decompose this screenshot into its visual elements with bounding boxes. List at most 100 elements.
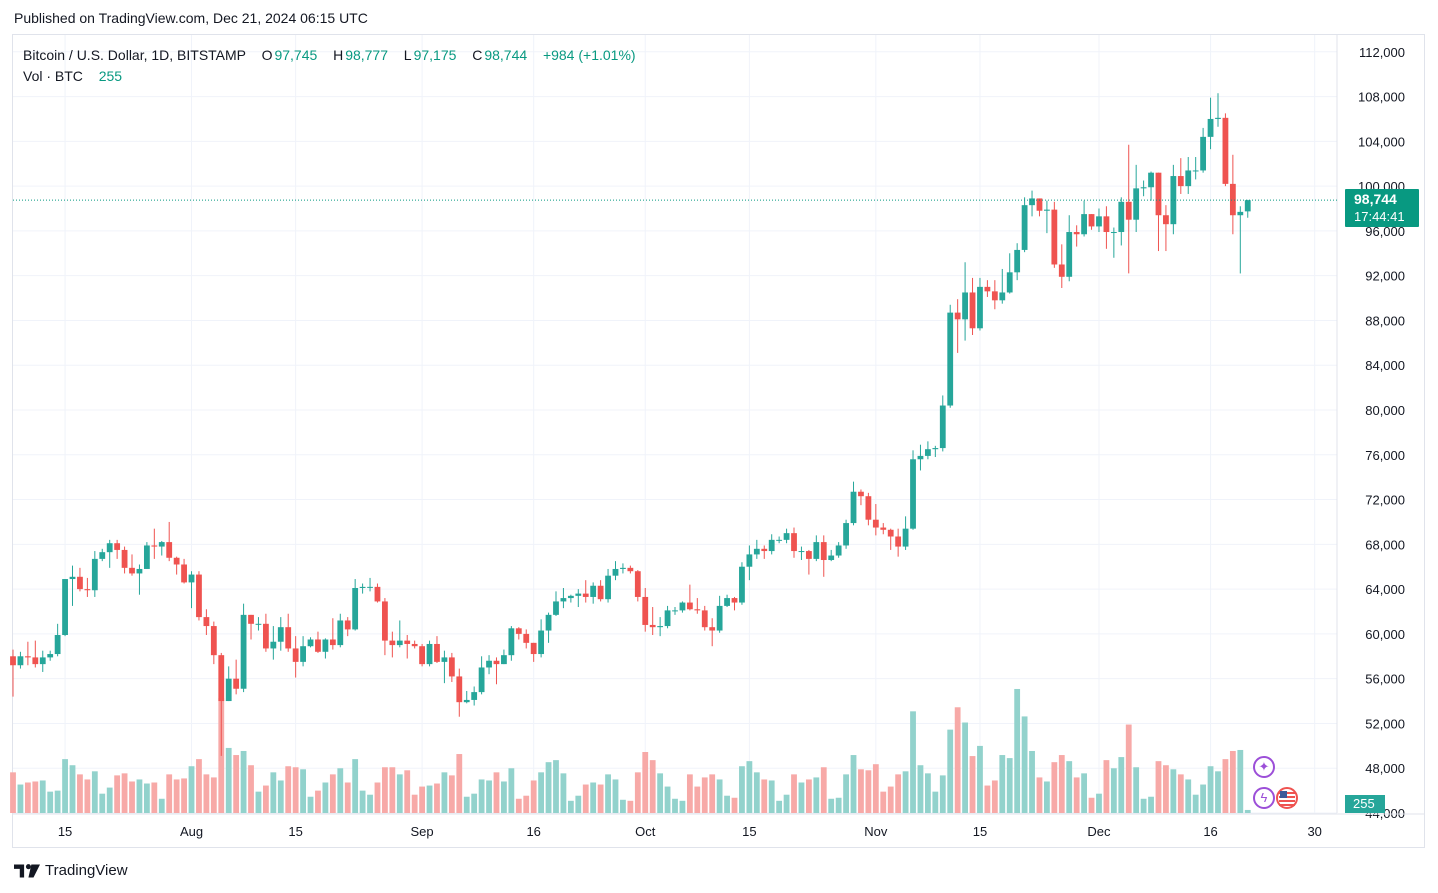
volume-bar — [1125, 724, 1132, 813]
candle-body — [329, 639, 336, 646]
volume-bar — [709, 774, 716, 813]
symbol-title[interactable]: Bitcoin / U.S. Dollar, 1D, BITSTAMP — [23, 47, 246, 63]
volume-bar — [590, 782, 597, 813]
volume-bar — [865, 770, 872, 813]
volume-bar — [999, 755, 1006, 813]
candle-body — [828, 555, 835, 561]
volume-bar — [1081, 773, 1088, 813]
candle-body — [255, 623, 262, 625]
candle-body — [739, 566, 745, 603]
volume-bar — [396, 774, 403, 813]
candle-body — [1237, 211, 1244, 216]
candle-body — [724, 598, 730, 606]
candle-body — [575, 593, 582, 596]
volume-bar — [367, 794, 373, 813]
y-tick-label: 108,000 — [1358, 90, 1405, 105]
candle-body — [1148, 172, 1154, 188]
volume-bar — [344, 782, 351, 813]
last-price-value: 98,744 — [1354, 191, 1397, 208]
volume-bar — [1110, 768, 1117, 813]
volume-bar — [1222, 759, 1229, 813]
lightning-icon[interactable]: ϟ — [1253, 787, 1275, 809]
volume-bar — [820, 767, 827, 813]
candle-body — [761, 548, 768, 552]
candle-body — [47, 654, 54, 658]
volume-bar — [567, 800, 574, 813]
candle-body — [902, 528, 909, 547]
candle-body — [322, 639, 329, 652]
volume-bar — [91, 771, 98, 813]
volume-bar — [248, 765, 254, 813]
volume-bar — [448, 775, 455, 813]
volume-bar — [1163, 765, 1169, 813]
volume-bar — [984, 785, 991, 813]
volume-bar — [1140, 798, 1147, 813]
x-tick-label: 30 — [1307, 824, 1321, 839]
candle-body — [672, 610, 678, 612]
candle-body — [843, 523, 849, 546]
candle-body — [300, 646, 306, 662]
candle-body — [277, 627, 284, 642]
candle-body — [1118, 201, 1125, 233]
volume-bar — [1058, 755, 1065, 813]
candle-body — [136, 568, 143, 574]
y-tick-label: 56,000 — [1365, 672, 1405, 687]
candle-body — [731, 598, 738, 603]
candle-body — [1207, 118, 1214, 137]
x-tick-label: 15 — [288, 824, 302, 839]
y-tick-label: 68,000 — [1365, 537, 1405, 552]
volume-bar — [404, 770, 411, 813]
open-value: 97,745 — [274, 47, 318, 63]
candle-body — [337, 620, 344, 646]
footer-brand-label: TradingView — [45, 862, 128, 879]
volume-bar — [880, 791, 887, 813]
volume-bar — [1014, 688, 1021, 813]
volume-bar — [872, 764, 879, 813]
volume-bar — [1192, 794, 1199, 813]
candle-body — [984, 286, 991, 292]
volume-bar — [1133, 767, 1140, 813]
footer-brand[interactable]: TradingView — [14, 862, 128, 879]
volume-bar — [887, 786, 894, 813]
candle-body — [344, 620, 351, 630]
volume-bar — [753, 772, 760, 813]
volume-bar — [441, 772, 448, 813]
us-flag-icon[interactable] — [1276, 787, 1298, 809]
candle-body — [151, 545, 158, 547]
candle-body — [367, 586, 373, 588]
candle-body — [307, 639, 314, 647]
x-tick-label: 15 — [973, 824, 987, 839]
candle-body — [493, 660, 500, 665]
volume-label[interactable]: Vol · BTC — [23, 68, 83, 84]
volume-bar — [776, 800, 783, 813]
volume-bar — [292, 767, 299, 813]
candle-body — [270, 641, 277, 649]
candle-body — [1073, 232, 1080, 235]
volume-bar — [835, 797, 842, 813]
volume-bar — [322, 782, 329, 813]
candle-body — [746, 554, 753, 567]
volume-bar — [523, 795, 530, 813]
volume-bar — [486, 780, 492, 813]
volume-bar — [129, 781, 135, 813]
volume-bar — [575, 795, 582, 813]
candle-body — [530, 642, 537, 655]
candle-body — [285, 627, 292, 649]
low-value: 97,175 — [413, 47, 457, 63]
candle-body — [694, 609, 701, 611]
sparkle-icon[interactable]: ✦ — [1253, 756, 1275, 778]
y-tick-label: 64,000 — [1365, 582, 1405, 597]
candle-body — [1036, 198, 1043, 211]
volume-bar — [493, 772, 500, 813]
volume-bar — [1148, 796, 1154, 813]
volume-bar — [1066, 761, 1073, 813]
volume-bar — [805, 779, 812, 813]
candle-body — [129, 567, 135, 574]
volume-bar — [634, 772, 641, 813]
volume-bar — [991, 780, 998, 813]
volume-bar — [1096, 793, 1102, 813]
open-label: O — [261, 47, 273, 63]
candle-body — [560, 598, 567, 602]
candle-body — [233, 678, 240, 689]
